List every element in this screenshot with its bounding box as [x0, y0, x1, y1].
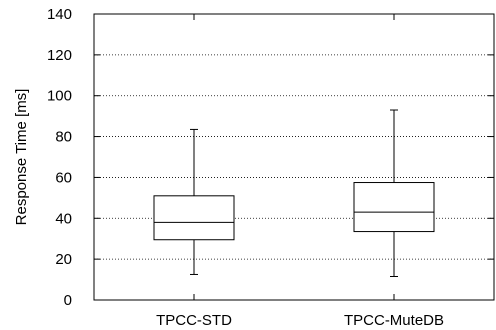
y-tick-label: 0 — [64, 292, 72, 309]
box-1 — [153, 128, 235, 275]
x-category-label: TPCC-MuteDB — [344, 312, 444, 329]
boxes — [153, 109, 435, 278]
y-tick-label: 100 — [47, 88, 72, 105]
y-tick-label: 20 — [55, 251, 72, 268]
y-tick-label: 140 — [47, 6, 72, 23]
box-2 — [353, 109, 435, 278]
y-tick-label: 40 — [55, 210, 72, 227]
x-axis-categories: TPCC-STD TPCC-MuteDB — [156, 14, 444, 329]
interquartile-box — [353, 182, 435, 233]
y-tick-label: 120 — [47, 47, 72, 64]
x-category-label: TPCC-STD — [156, 312, 232, 329]
y-axis-ticks: 0 20 40 60 80 100 120 140 — [47, 6, 494, 309]
interquartile-box — [153, 195, 235, 241]
y-tick-label: 80 — [55, 129, 72, 146]
y-tick-label: 60 — [55, 169, 72, 186]
plot-frame — [93, 13, 495, 301]
y-axis-title: Response Time [ms] — [13, 89, 30, 226]
